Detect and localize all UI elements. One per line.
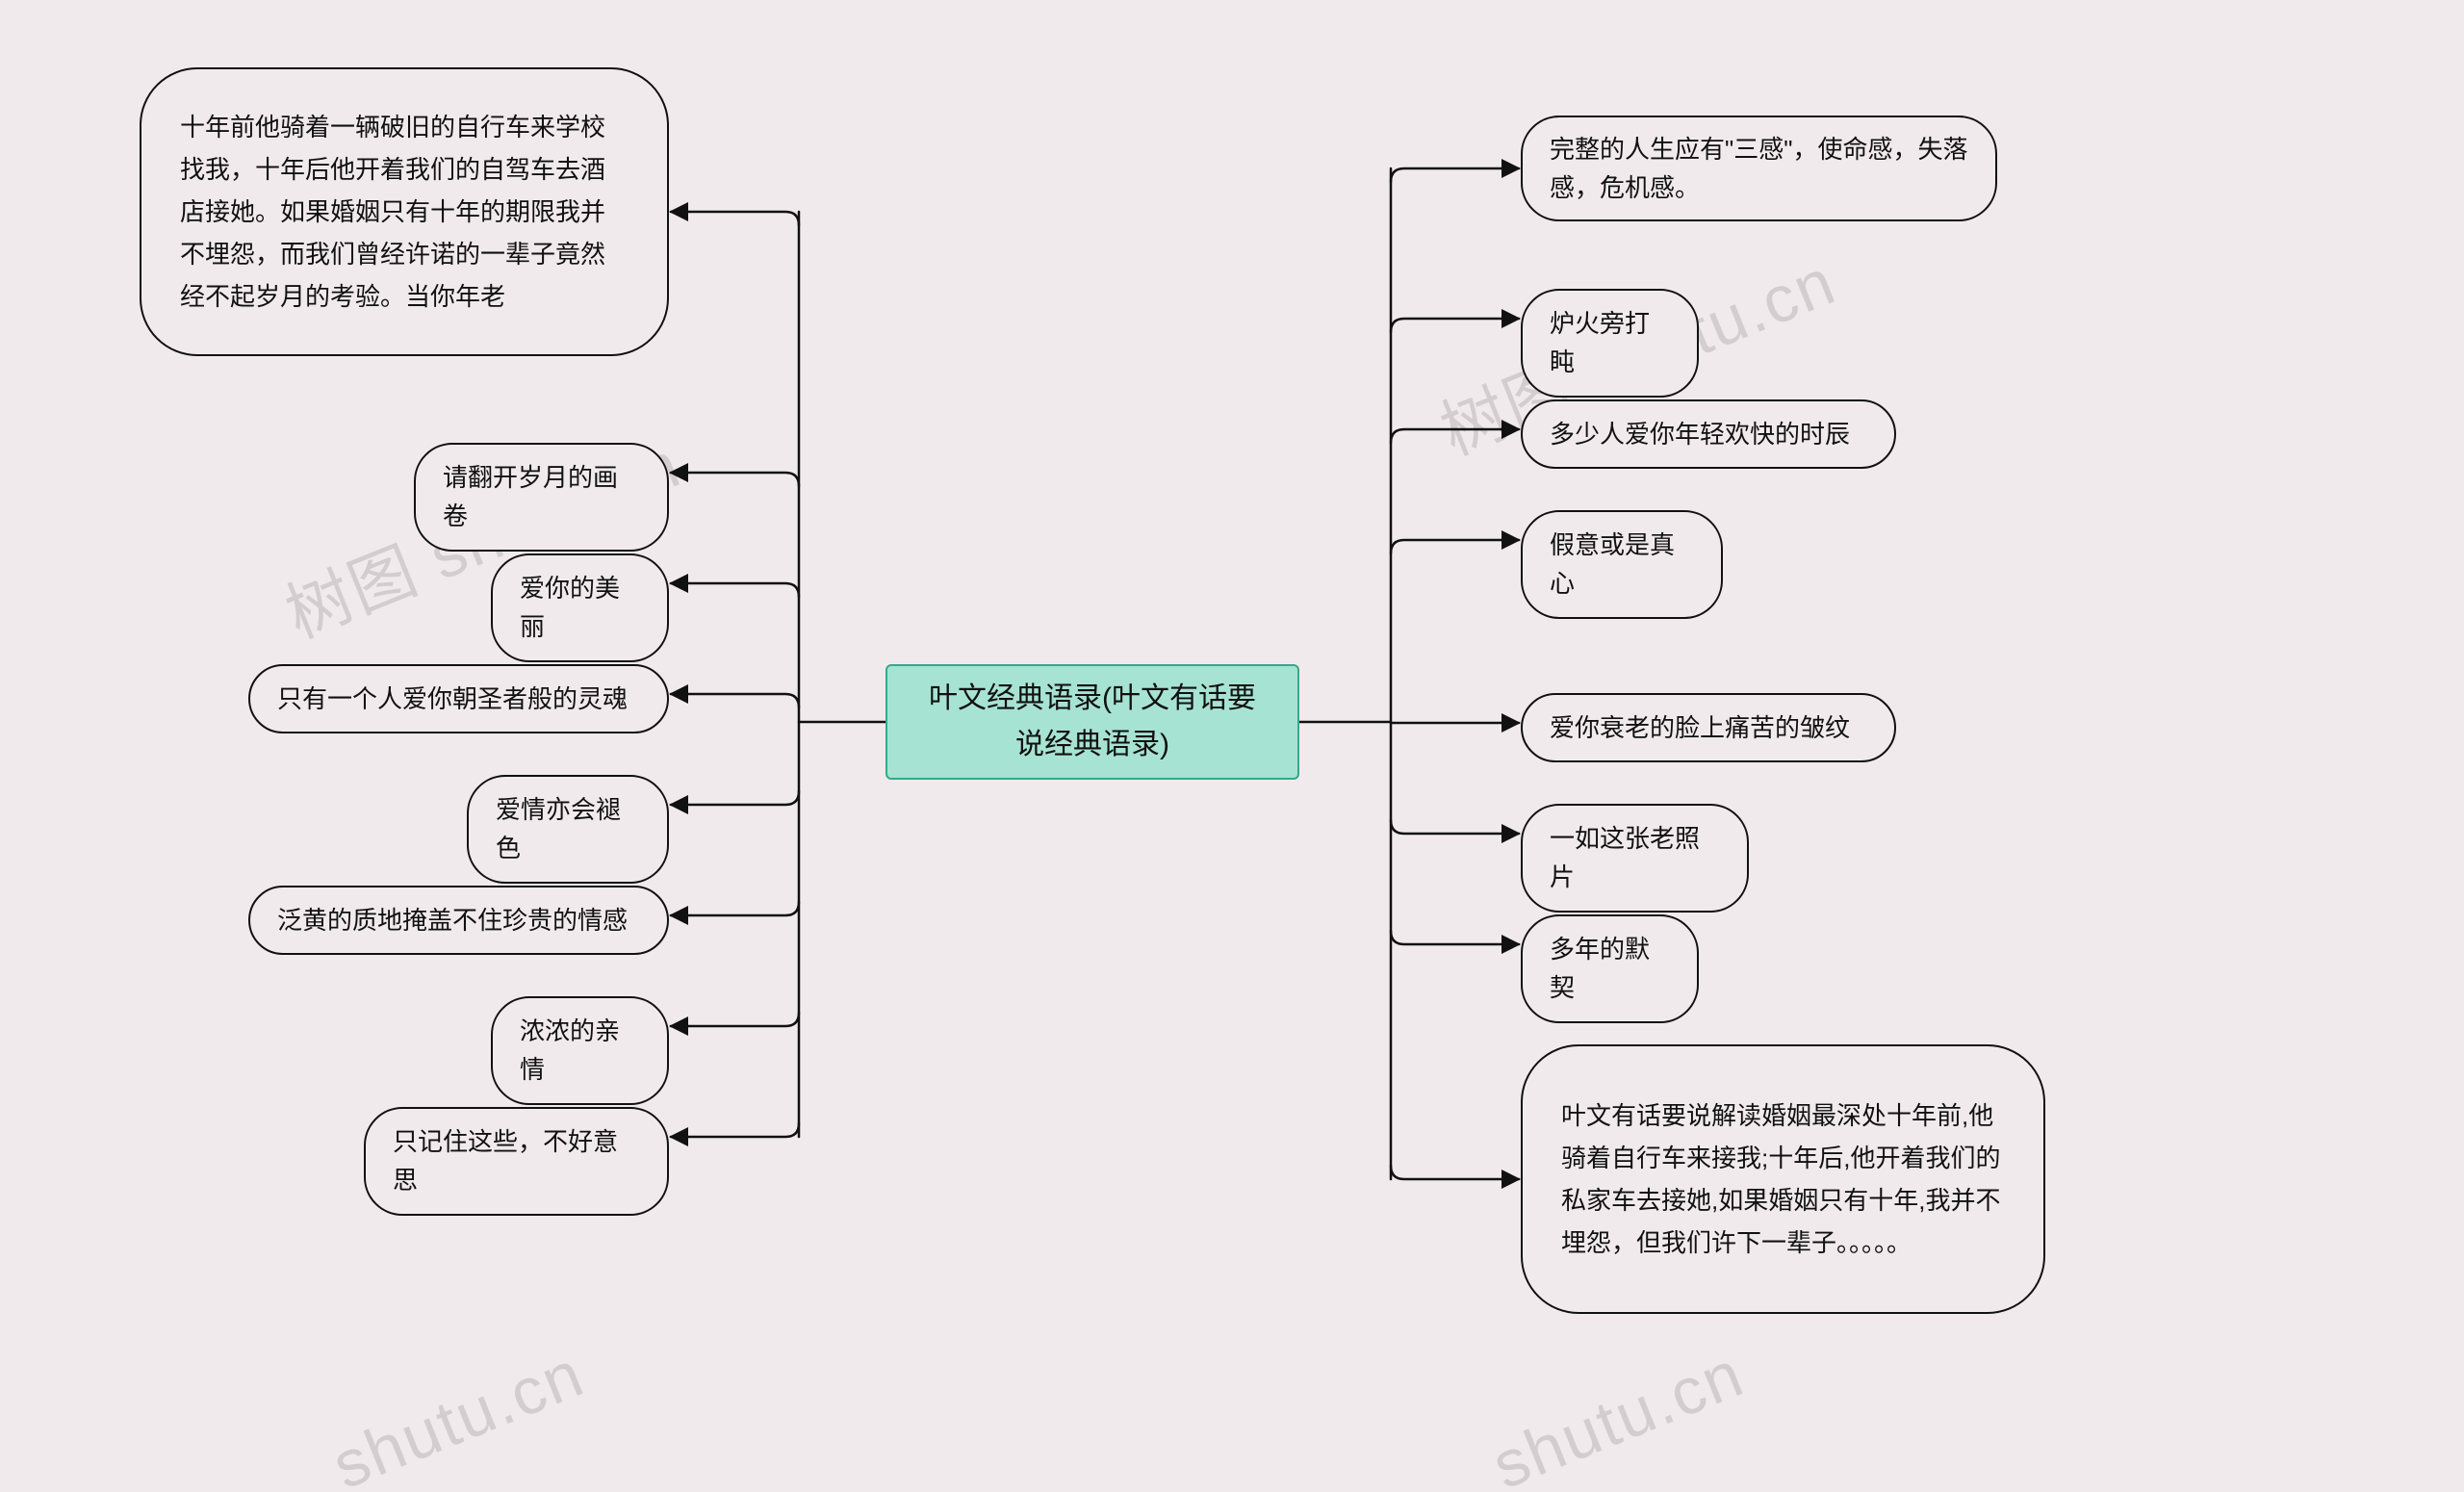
- mindmap-canvas: 树图 shutu.cn树图 shutu.cnshutu.cnshutu.cn 叶…: [0, 0, 2464, 1492]
- mindmap-node-label: 假意或是真心: [1550, 526, 1694, 604]
- mindmap-node-label: 爱你的美丽: [520, 569, 640, 647]
- mindmap-node-label: 爱你衰老的脸上痛苦的皱纹: [1550, 708, 1850, 747]
- mindmap-right-node: 假意或是真心: [1521, 510, 1723, 619]
- mindmap-node-label: 叶文有话要说解读婚姻最深处十年前,他骑着自行车来接我;十年后,他开着我们的私家车…: [1561, 1094, 2005, 1265]
- mindmap-node-label: 泛黄的质地掩盖不住珍贵的情感: [277, 901, 628, 939]
- mindmap-left-node: 爱情亦会褪色: [467, 775, 669, 884]
- mindmap-left-node: 爱你的美丽: [491, 553, 669, 662]
- mindmap-right-node: 多少人爱你年轻欢快的时辰: [1521, 399, 1896, 469]
- mindmap-left-node: 请翻开岁月的画卷: [414, 443, 669, 552]
- center-node-label: 叶文经典语录(叶文有话要说经典语录): [918, 676, 1267, 768]
- mindmap-right-node: 炉火旁打盹: [1521, 289, 1699, 398]
- mindmap-node-label: 多少人爱你年轻欢快的时辰: [1550, 415, 1850, 453]
- mindmap-right-node: 叶文有话要说解读婚姻最深处十年前,他骑着自行车来接我;十年后,他开着我们的私家车…: [1521, 1044, 2045, 1314]
- mindmap-right-node: 一如这张老照片: [1521, 804, 1749, 913]
- mindmap-node-label: 十年前他骑着一辆破旧的自行车来学校找我，十年后他开着我们的自驾车去酒店接她。如果…: [180, 106, 629, 319]
- mindmap-right-node: 爱你衰老的脸上痛苦的皱纹: [1521, 693, 1896, 762]
- mindmap-node-label: 一如这张老照片: [1550, 819, 1720, 897]
- mindmap-node-label: 只有一个人爱你朝圣者般的灵魂: [277, 680, 628, 718]
- mindmap-node-label: 炉火旁打盹: [1550, 304, 1670, 382]
- watermark: shutu.cn: [1482, 1336, 1754, 1492]
- mindmap-left-node: 浓浓的亲情: [491, 996, 669, 1105]
- watermark: shutu.cn: [322, 1336, 594, 1492]
- mindmap-right-node: 完整的人生应有"三感"，使命感，失落感，危机感。: [1521, 116, 1997, 221]
- mindmap-right-node: 多年的默契: [1521, 914, 1699, 1023]
- mindmap-node-label: 爱情亦会褪色: [496, 790, 640, 868]
- mindmap-node-label: 浓浓的亲情: [520, 1012, 640, 1090]
- mindmap-node-label: 多年的默契: [1550, 930, 1670, 1008]
- mindmap-node-label: 只记住这些，不好意思: [393, 1122, 640, 1200]
- mindmap-center-node: 叶文经典语录(叶文有话要说经典语录): [886, 664, 1299, 780]
- mindmap-left-node: 只记住这些，不好意思: [364, 1107, 669, 1216]
- mindmap-left-node: 只有一个人爱你朝圣者般的灵魂: [248, 664, 669, 733]
- mindmap-left-node: 十年前他骑着一辆破旧的自行车来学校找我，十年后他开着我们的自驾车去酒店接她。如果…: [140, 67, 669, 356]
- mindmap-node-label: 完整的人生应有"三感"，使命感，失落感，危机感。: [1550, 130, 1968, 208]
- mindmap-left-node: 泛黄的质地掩盖不住珍贵的情感: [248, 886, 669, 955]
- mindmap-node-label: 请翻开岁月的画卷: [443, 458, 640, 536]
